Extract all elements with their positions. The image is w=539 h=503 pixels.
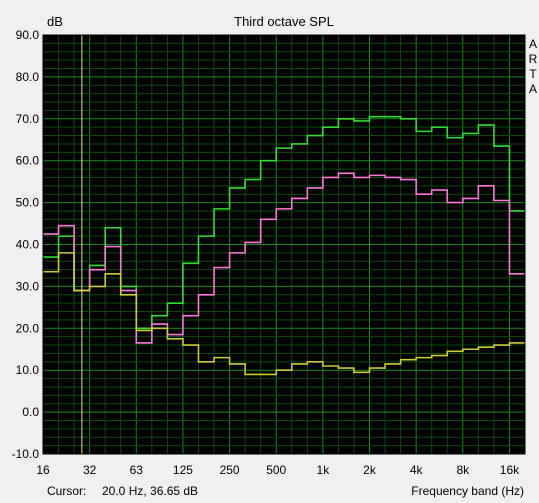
y-tick-label: 20.0: [16, 321, 40, 335]
y-axis-label: dB: [47, 14, 63, 29]
cursor-label: Cursor:: [47, 484, 86, 498]
watermark-letter: A: [529, 82, 537, 96]
x-tick-label: 250: [220, 463, 240, 477]
x-tick-label: 125: [173, 463, 193, 477]
series-line-3: [43, 252, 525, 376]
watermark-letter: R: [529, 52, 538, 66]
x-tick-label: 500: [266, 463, 286, 477]
x-tick-label: 1k: [317, 463, 331, 477]
x-tick-label: 63: [130, 463, 144, 477]
x-tick-label: 4k: [410, 463, 424, 477]
watermark-letter: A: [529, 37, 537, 51]
chart-title: Third octave SPL: [234, 14, 334, 29]
y-tick-label: 70.0: [16, 112, 40, 126]
y-tick-label: 30.0: [16, 279, 40, 293]
x-tick-label: 16k: [500, 463, 520, 477]
x-tick-label: 32: [83, 463, 97, 477]
series-line-2: [43, 172, 525, 344]
plot-frame: [42, 34, 526, 455]
y-tick-label: 0.0: [22, 405, 39, 419]
y-tick-label: -10.0: [12, 447, 40, 461]
cursor-readout: 20.0 Hz, 36.65 dB: [102, 484, 198, 498]
x-tick-label: 2k: [363, 463, 377, 477]
y-tick-labels: 90.0 80.0 70.0 60.0 50.0 40.0 30.0 20.0 10.0 0.0 -…: [12, 28, 40, 461]
y-tick-label: 40.0: [16, 238, 40, 252]
series-group: [43, 115, 525, 376]
y-tick-label: 80.0: [16, 70, 40, 84]
x-tick-labels: 16 32 63 125 250 500 1k 2k 4k 8k 16k: [36, 463, 520, 477]
y-tick-label: 50.0: [16, 196, 40, 210]
x-tick-label: 8k: [456, 463, 470, 477]
x-tick-label: 16: [36, 463, 50, 477]
watermark-letter: T: [529, 67, 537, 81]
y-tick-label: 90.0: [16, 28, 40, 42]
y-tick-label: 60.0: [16, 154, 40, 168]
x-axis-label: Frequency band (Hz): [411, 484, 524, 498]
y-tick-label: 10.0: [16, 363, 40, 377]
